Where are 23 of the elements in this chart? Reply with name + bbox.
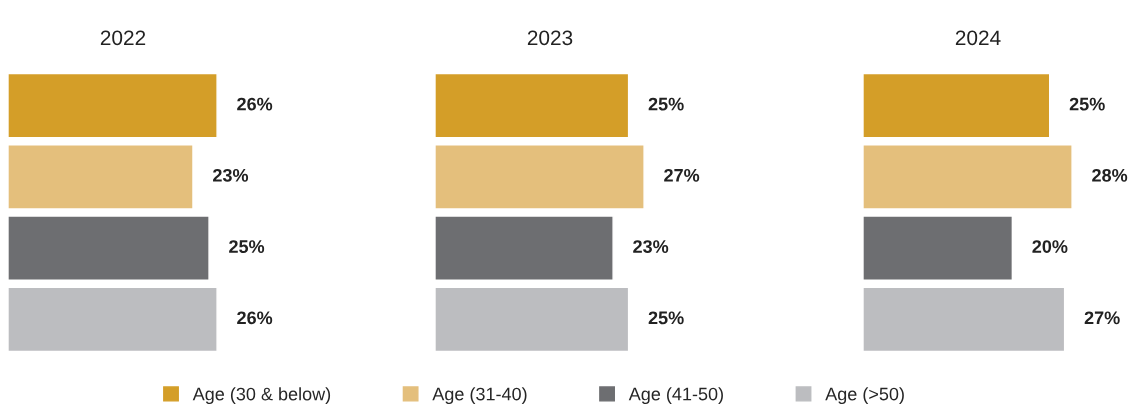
data-label: 26% (237, 311, 273, 325)
data-label: 25% (1069, 97, 1105, 111)
chart-title: 2023 (527, 30, 573, 46)
data-label: 23% (633, 240, 669, 253)
bar (863, 72, 1051, 139)
data-label: 23% (213, 168, 249, 182)
chart-title: 2024 (955, 30, 1001, 46)
chart-title: 2022 (100, 30, 146, 46)
bar (863, 144, 1073, 210)
legend-label: Age (30 & below) (192, 387, 331, 404)
legend-label: Age (>50) (825, 387, 904, 404)
data-label: 25% (648, 311, 684, 325)
data-label: 26% (237, 97, 273, 111)
legend-label: Age (41-50) (628, 387, 723, 404)
data-label: 27% (664, 168, 700, 182)
legend-label: Age (31-40) (432, 387, 527, 404)
data-label: 25% (648, 97, 684, 111)
bar (863, 286, 1066, 353)
data-label: 27% (1084, 311, 1120, 325)
bar (863, 215, 1014, 281)
data-label: 25% (229, 240, 265, 253)
data-label: 20% (1032, 240, 1068, 253)
data-label: 28% (1092, 168, 1128, 182)
